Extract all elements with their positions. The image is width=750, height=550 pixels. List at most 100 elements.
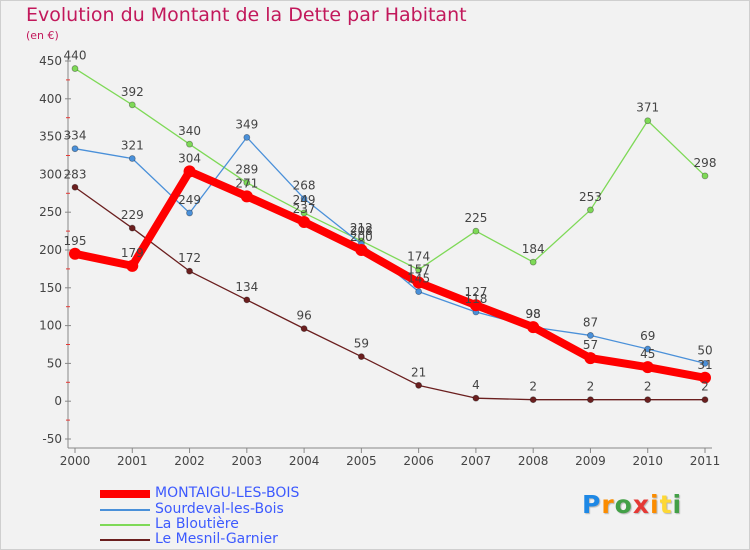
y-tick-label: 100	[39, 319, 62, 333]
data-label: 283	[64, 167, 87, 181]
data-label: 4	[472, 378, 480, 392]
data-label: 134	[235, 280, 258, 294]
legend-swatch	[100, 509, 150, 511]
x-tick-label: 2009	[575, 454, 606, 468]
data-point	[186, 267, 193, 275]
data-label: 179	[121, 246, 144, 260]
legend-label: Le Mesnil-Garnier	[155, 531, 278, 547]
unit-label: (en €)	[26, 29, 59, 42]
x-tick-label: 2004	[289, 454, 320, 468]
series-line-2	[74, 67, 706, 271]
x-tick-label: 2003	[232, 454, 263, 468]
x-tick-label: 2000	[60, 454, 91, 468]
data-point	[128, 224, 136, 232]
legend-label: MONTAIGU-LES-BOIS	[155, 485, 300, 501]
data-label: 157	[407, 263, 430, 277]
x-tick-label: 2008	[518, 454, 549, 468]
chart-title: Evolution du Montant de la Dette par Hab…	[26, 4, 467, 26]
data-label: 45	[640, 347, 655, 361]
y-tick-label: -50	[42, 432, 62, 446]
data-point	[701, 172, 709, 180]
y-tick-label: 450	[39, 54, 62, 68]
data-label: 21	[411, 365, 426, 379]
data-point	[701, 359, 709, 367]
data-label: 253	[579, 190, 602, 204]
legend-label: Sourdeval-les-Bois	[155, 501, 284, 517]
data-point	[469, 299, 482, 312]
x-tick-label: 2001	[117, 454, 148, 468]
data-point	[644, 345, 652, 353]
proxiti-logo: Proxiti	[582, 490, 682, 519]
data-label: 184	[522, 242, 545, 256]
legend-label: La Bloutière	[155, 516, 239, 532]
data-label: 96	[296, 309, 311, 323]
data-point	[472, 227, 480, 235]
data-point	[300, 325, 308, 333]
data-point	[186, 140, 193, 148]
data-point	[472, 394, 480, 402]
data-point	[527, 321, 540, 334]
data-point	[699, 371, 711, 384]
data-label: 249	[178, 193, 201, 207]
data-label: 229	[121, 208, 144, 222]
logo-letter: P	[582, 490, 602, 519]
x-tick-label: 2007	[461, 454, 492, 468]
data-point	[240, 190, 253, 203]
data-label: 195	[64, 234, 87, 248]
data-point	[126, 259, 139, 272]
data-label: 69	[640, 329, 655, 343]
data-label: 118	[464, 292, 487, 306]
data-label: 271	[235, 176, 258, 190]
data-point	[243, 133, 251, 141]
x-tick-label: 2010	[632, 454, 663, 468]
data-label: 145	[407, 272, 430, 286]
data-point	[641, 361, 654, 374]
data-label: 321	[121, 139, 144, 153]
data-point	[128, 101, 136, 109]
data-point	[183, 165, 196, 178]
data-point	[69, 247, 81, 260]
series-line-0	[71, 167, 709, 382]
x-tick-label: 2002	[174, 454, 205, 468]
y-tick-label: 150	[39, 281, 62, 295]
data-point	[412, 276, 425, 289]
logo-letter: x	[632, 490, 650, 519]
data-label: 225	[464, 211, 487, 225]
data-label: 127	[464, 285, 487, 299]
data-point	[243, 179, 251, 187]
data-point	[701, 396, 709, 404]
data-label: 212	[350, 221, 373, 235]
data-point	[644, 396, 652, 404]
y-tick-label: 50	[47, 356, 62, 370]
data-label: 334	[64, 129, 87, 143]
logo-letter: i	[650, 490, 660, 519]
legend-swatch	[100, 539, 150, 541]
data-label: 2	[644, 380, 652, 394]
data-label: 2	[529, 380, 537, 394]
y-tick-label: 300	[39, 167, 62, 181]
data-point	[186, 209, 193, 217]
data-label: 349	[235, 117, 258, 131]
logo-letter: r	[601, 490, 615, 519]
data-label: 440	[64, 49, 87, 63]
data-label: 57	[583, 338, 598, 352]
data-label: 59	[354, 337, 369, 351]
data-point	[71, 145, 79, 153]
data-label: 2	[701, 380, 709, 394]
data-label: 98	[526, 307, 541, 321]
data-label: 200	[350, 230, 373, 244]
data-point	[644, 117, 652, 125]
x-tick-label: 2005	[346, 454, 377, 468]
data-point	[529, 396, 537, 404]
data-point	[415, 288, 423, 295]
data-label: 237	[293, 202, 316, 216]
data-point	[587, 396, 594, 404]
y-tick-label: 400	[39, 92, 62, 106]
series-line-3	[74, 186, 706, 401]
data-label: 304	[178, 151, 201, 165]
data-label: 174	[407, 250, 430, 264]
data-point	[298, 216, 311, 229]
data-label: 268	[293, 179, 316, 193]
y-tick-label: 350	[39, 130, 62, 144]
